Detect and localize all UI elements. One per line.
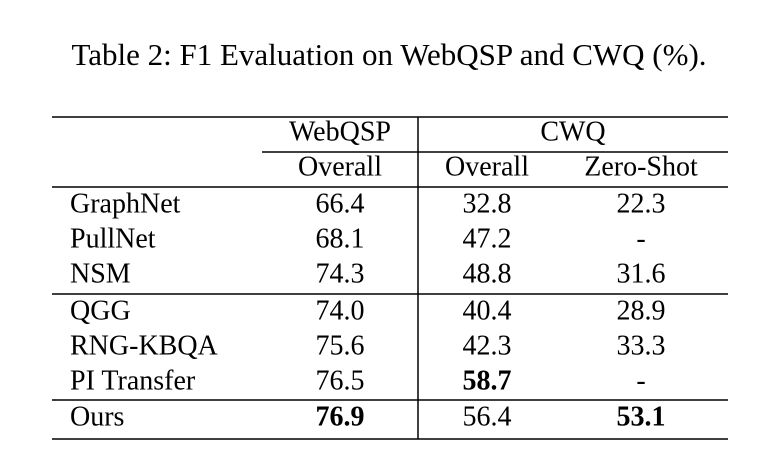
sub-header: Overall [298,151,382,182]
cell: 74.3 [316,258,365,289]
cell: 66.4 [316,188,365,219]
cell: 58.7 [463,365,512,396]
cell: 76.5 [316,365,365,396]
cell: 75.6 [316,330,365,361]
row-label: NSM [70,258,131,289]
cell: 48.8 [463,258,512,289]
group-header: WebQSP [289,116,391,147]
row-label: QGG [70,295,131,326]
cell: 40.4 [463,295,512,326]
cell: 33.3 [617,330,666,361]
cell: 74.0 [316,295,365,326]
cell: 76.9 [316,401,365,432]
row-label: RNG-KBQA [70,330,219,361]
sub-header: Overall [445,151,529,182]
cell: 42.3 [463,330,512,361]
cell: 32.8 [463,188,512,219]
row-label: Ours [70,401,124,432]
row-label: PullNet [70,223,156,254]
cell: - [636,365,645,396]
cell: 22.3 [617,188,666,219]
cell: 28.9 [617,295,666,326]
cell: 31.6 [617,258,666,289]
sub-header: Zero-Shot [584,151,698,182]
cell: 68.1 [316,223,365,254]
cell: 53.1 [617,401,666,432]
row-label: GraphNet [70,188,181,219]
cell: 47.2 [463,223,512,254]
table-title: Table 2: F1 Evaluation on WebQSP and CWQ… [71,37,706,72]
group-header: CWQ [540,116,605,147]
cell: - [636,223,645,254]
cell: 56.4 [463,401,512,432]
row-label: PI Transfer [70,365,196,396]
